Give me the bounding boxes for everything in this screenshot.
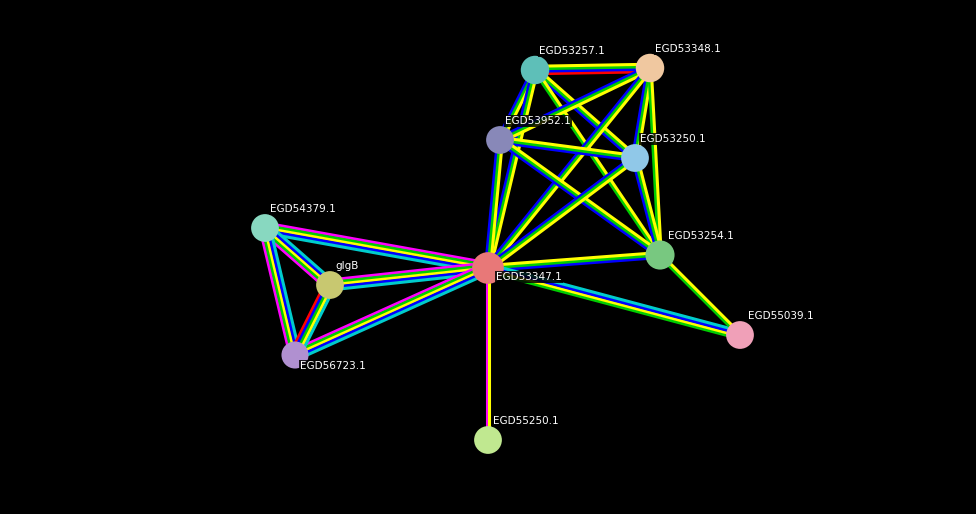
- Point: [480, 436, 496, 444]
- Text: EGD55250.1: EGD55250.1: [493, 416, 558, 426]
- Text: EGD53257.1: EGD53257.1: [539, 46, 605, 56]
- Point: [322, 281, 338, 289]
- Text: EGD53254.1: EGD53254.1: [668, 231, 734, 241]
- Point: [642, 64, 658, 72]
- Point: [652, 251, 668, 259]
- Text: EGD55039.1: EGD55039.1: [748, 311, 814, 321]
- Text: EGD54379.1: EGD54379.1: [270, 204, 336, 214]
- Point: [628, 154, 643, 162]
- Point: [480, 264, 496, 272]
- Text: EGD53348.1: EGD53348.1: [655, 44, 720, 54]
- Point: [492, 136, 508, 144]
- Text: glgB: glgB: [335, 261, 358, 271]
- Point: [258, 224, 273, 232]
- Text: EGD56723.1: EGD56723.1: [300, 361, 366, 371]
- Point: [732, 331, 748, 339]
- Point: [527, 66, 543, 74]
- Point: [287, 351, 303, 359]
- Text: EGD53952.1: EGD53952.1: [505, 116, 571, 126]
- Text: EGD53250.1: EGD53250.1: [640, 134, 706, 144]
- Text: EGD53347.1: EGD53347.1: [496, 272, 562, 282]
